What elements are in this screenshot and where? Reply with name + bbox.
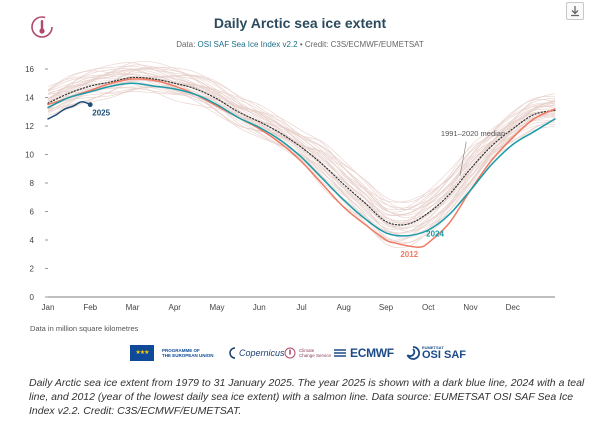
historical-year-line	[47, 87, 556, 249]
download-icon	[571, 6, 579, 17]
data-source-link[interactable]: OSI SAF Sea Ice Index v2.2	[197, 40, 298, 49]
osisaf-text: OSI SAF	[422, 349, 467, 361]
series-label-year_2024: 2024	[426, 229, 444, 238]
y-tick-label: 2	[30, 265, 35, 274]
thermometer-logo-icon	[31, 16, 53, 38]
y-tick-label: 8	[30, 179, 35, 188]
series-line-year_2024	[47, 82, 556, 237]
historical-year-line	[47, 68, 556, 216]
c3s-line-2: Change Service	[299, 353, 332, 358]
series-endpoint-year_2025	[87, 102, 93, 108]
series-labels: 2025 2024 2012 1991–2020 median	[92, 109, 505, 260]
historical-year-line	[47, 85, 556, 244]
month-label: Apr	[169, 303, 182, 312]
historical-year-line	[47, 69, 556, 226]
series-line-year_2012	[47, 78, 556, 248]
eu-line-1: PROGRAMME OF	[162, 347, 200, 353]
figure-caption: Daily Arctic sea ice extent from 1979 to…	[29, 377, 585, 417]
partner-logos: ★★★ PROGRAMME OF THE EUROPEAN UNION Cope…	[0, 341, 600, 365]
y-tick-label: 12	[25, 122, 34, 131]
download-button[interactable]	[566, 2, 584, 20]
eu-flag-icon: ★★★	[130, 345, 154, 361]
ecmwf-text: ECMWF	[350, 346, 394, 360]
historical-year-line	[47, 70, 556, 211]
month-label: Sep	[379, 303, 394, 312]
c3s-thermometer-icon	[284, 347, 296, 359]
y-tick-label: 16	[25, 65, 34, 74]
copernicus-logo: Copernicus	[227, 341, 285, 365]
series-line-median	[47, 76, 556, 226]
month-label: Dec	[506, 303, 520, 312]
month-label: Jun	[253, 303, 266, 312]
ecmwf-icon	[334, 349, 346, 357]
historical-year-line	[47, 80, 556, 243]
historical-year-line	[47, 75, 556, 219]
month-label: Nov	[463, 303, 477, 312]
historical-year-line	[47, 87, 556, 236]
copernicus-text: Copernicus	[239, 348, 285, 358]
month-label: Jan	[42, 303, 55, 312]
month-label: May	[209, 303, 224, 312]
chart-title: Daily Arctic sea ice extent	[213, 15, 387, 31]
month-label: Aug	[337, 303, 351, 312]
month-label: Jul	[296, 303, 306, 312]
series-line-year_2025	[47, 101, 92, 120]
osisaf-swirl-icon	[406, 346, 420, 360]
y-tick-label: 14	[25, 94, 34, 103]
historical-years-lines	[47, 61, 556, 249]
y-tick-label: 4	[30, 236, 35, 245]
sea-ice-chart: 0 2 4 6 8 10 12 14 16 Jan Feb Mar Apr May Jun Jul Aug Se…	[25, 61, 556, 312]
series-label-median: 1991–2020 median	[441, 129, 505, 138]
historical-year-line	[47, 76, 556, 230]
chart-subtitle: Data: OSI SAF Sea Ice Index v2.2 • Credi…	[0, 40, 600, 49]
month-label: Oct	[422, 303, 435, 312]
ecmwf-logo: ECMWF	[333, 341, 394, 365]
y-tick-label: 10	[25, 151, 34, 160]
c3s-line-1: Climate	[299, 347, 315, 353]
median-leader-line	[459, 141, 467, 176]
y-tick-label: 6	[30, 208, 35, 217]
eu-line-2: THE EUROPEAN UNION	[162, 353, 214, 358]
month-label: Feb	[83, 303, 97, 312]
subtitle-prefix: Data:	[176, 40, 198, 49]
series-label-year_2025: 2025	[92, 109, 110, 118]
copernicus-icon	[229, 347, 236, 359]
historical-year-line	[47, 77, 556, 241]
series-label-year_2012: 2012	[400, 250, 418, 259]
y-tick-label: 0	[30, 293, 35, 302]
eu-programme-logo: ★★★ PROGRAMME OF THE EUROPEAN UNION	[130, 341, 214, 365]
osisaf-logo: EUMETSAT OSI SAF	[406, 341, 466, 365]
units-note: Data in million square kilometres	[30, 324, 139, 333]
osisaf-small-text: EUMETSAT	[422, 345, 444, 350]
y-axis: 0 2 4 6 8 10 12 14 16	[25, 65, 48, 302]
highlight-series	[47, 76, 556, 248]
month-label: Mar	[126, 303, 140, 312]
x-axis: Jan Feb Mar Apr May Jun Jul Aug Sep Oct Nov Dec	[42, 296, 555, 312]
subtitle-credit: • Credit: C3S/ECMWF/EUMETSAT	[297, 40, 424, 49]
c3s-logo: Climate Change Service	[284, 341, 331, 365]
